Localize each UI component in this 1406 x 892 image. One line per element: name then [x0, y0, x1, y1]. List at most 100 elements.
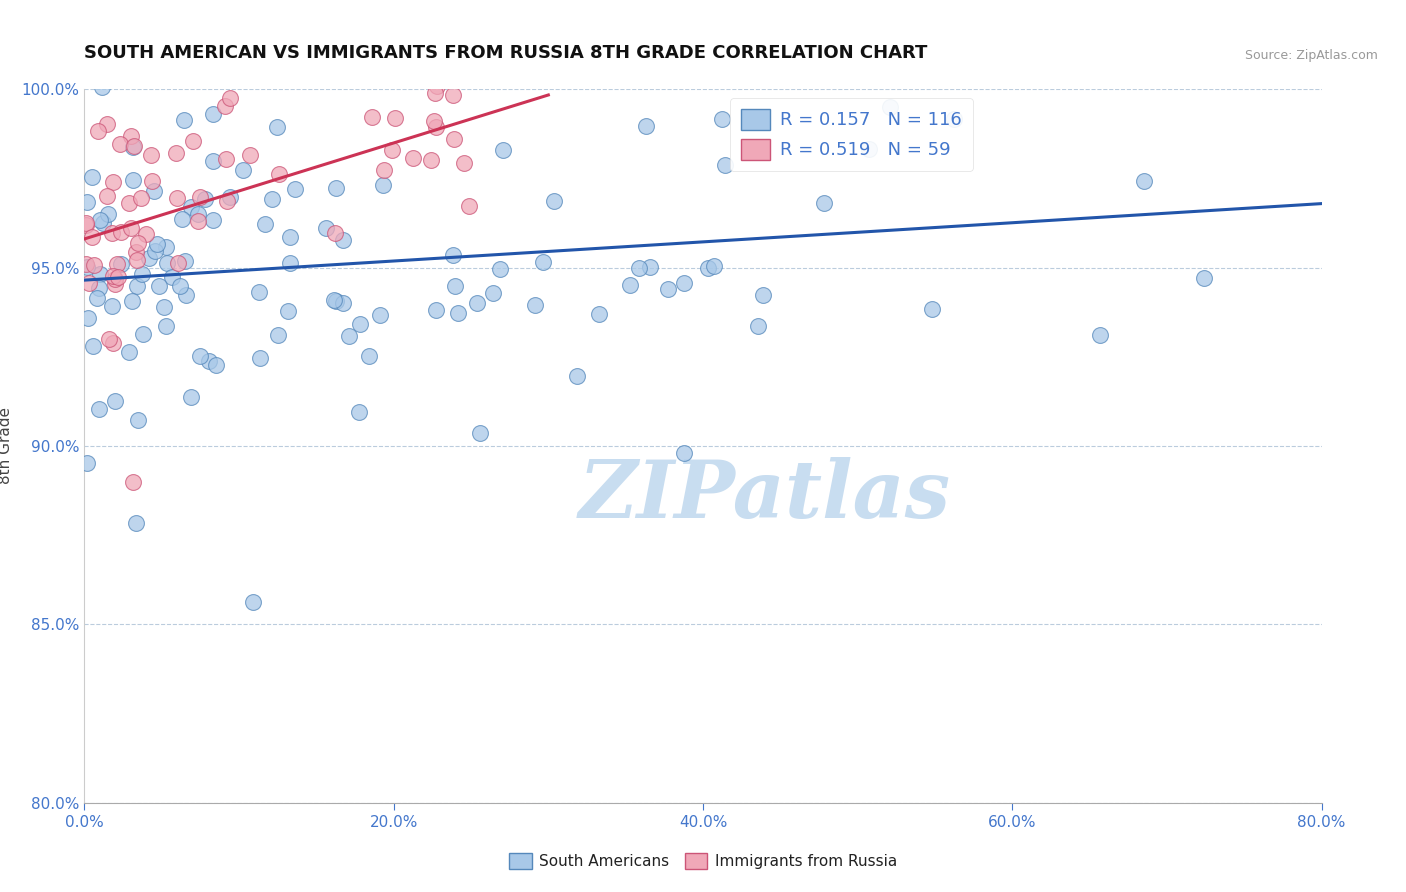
Point — [734, 64, 756, 78]
Point — [77, 276, 100, 290]
Point — [402, 151, 425, 165]
Point — [423, 86, 446, 100]
Point — [96, 188, 118, 202]
Point — [77, 310, 100, 325]
Point — [813, 195, 835, 210]
Point — [714, 158, 737, 172]
Point — [87, 281, 110, 295]
Point — [108, 137, 131, 152]
Point — [278, 230, 301, 244]
Point — [104, 277, 127, 291]
Point — [423, 114, 446, 128]
Point — [187, 214, 209, 228]
Point — [156, 256, 179, 270]
Point — [127, 236, 149, 251]
Point — [657, 282, 679, 296]
Point — [91, 80, 114, 95]
Point — [425, 303, 447, 318]
Point — [143, 244, 166, 259]
Point — [360, 110, 382, 124]
Point — [441, 248, 464, 262]
Point — [205, 359, 228, 373]
Point — [120, 129, 142, 144]
Point — [160, 269, 183, 284]
Point — [489, 262, 512, 277]
Point — [121, 475, 143, 489]
Point — [384, 111, 406, 125]
Point — [337, 329, 360, 343]
Point — [267, 328, 290, 343]
Point — [103, 272, 125, 286]
Point — [457, 199, 479, 213]
Point — [181, 134, 204, 148]
Point — [110, 225, 132, 239]
Point — [260, 192, 283, 206]
Point — [82, 339, 104, 353]
Point — [443, 132, 465, 146]
Point — [100, 226, 122, 240]
Point — [120, 221, 142, 235]
Point — [879, 100, 901, 114]
Point — [127, 413, 149, 427]
Point — [371, 178, 394, 192]
Point — [87, 401, 110, 416]
Point — [169, 279, 191, 293]
Point — [672, 277, 695, 291]
Point — [441, 87, 464, 102]
Legend: R = 0.157   N = 116, R = 0.519   N = 59: R = 0.157 N = 116, R = 0.519 N = 59 — [730, 98, 973, 170]
Point — [254, 217, 277, 231]
Point — [125, 516, 148, 530]
Point — [131, 267, 153, 281]
Point — [325, 293, 347, 308]
Point — [75, 257, 97, 271]
Point — [278, 256, 301, 270]
Point — [673, 446, 696, 460]
Point — [167, 256, 190, 270]
Point — [332, 233, 354, 247]
Point — [75, 219, 97, 233]
Point — [347, 405, 370, 419]
Point — [96, 117, 118, 131]
Point — [583, 64, 606, 78]
Point — [543, 194, 565, 209]
Point — [277, 304, 299, 318]
Point — [426, 79, 449, 94]
Point — [86, 291, 108, 305]
Point — [219, 190, 242, 204]
Text: SOUTH AMERICAN VS IMMIGRANTS FROM RUSSIA 8TH GRADE CORRELATION CHART: SOUTH AMERICAN VS IMMIGRANTS FROM RUSSIA… — [84, 45, 928, 62]
Point — [1088, 327, 1111, 342]
Point — [373, 163, 395, 178]
Point — [107, 269, 129, 284]
Point — [122, 140, 145, 154]
Point — [239, 148, 262, 162]
Point — [118, 195, 141, 210]
Point — [76, 260, 98, 275]
Point — [531, 255, 554, 269]
Point — [325, 181, 347, 195]
Point — [155, 240, 177, 254]
Point — [588, 307, 610, 321]
Point — [89, 212, 111, 227]
Point — [453, 156, 475, 170]
Point — [194, 192, 217, 206]
Point — [101, 269, 124, 284]
Point — [201, 106, 224, 120]
Point — [201, 213, 224, 227]
Legend: South Americans, Immigrants from Russia: South Americans, Immigrants from Russia — [502, 847, 904, 875]
Point — [447, 306, 470, 320]
Point — [420, 153, 443, 168]
Point — [747, 319, 769, 334]
Point — [1192, 270, 1215, 285]
Point — [173, 112, 195, 127]
Point — [323, 227, 346, 241]
Point — [349, 317, 371, 331]
Point — [368, 309, 391, 323]
Point — [89, 267, 111, 281]
Point — [76, 456, 98, 470]
Point — [381, 143, 404, 157]
Point — [103, 175, 125, 189]
Point — [153, 300, 176, 314]
Point — [217, 194, 239, 209]
Point — [627, 260, 650, 275]
Point — [215, 152, 238, 166]
